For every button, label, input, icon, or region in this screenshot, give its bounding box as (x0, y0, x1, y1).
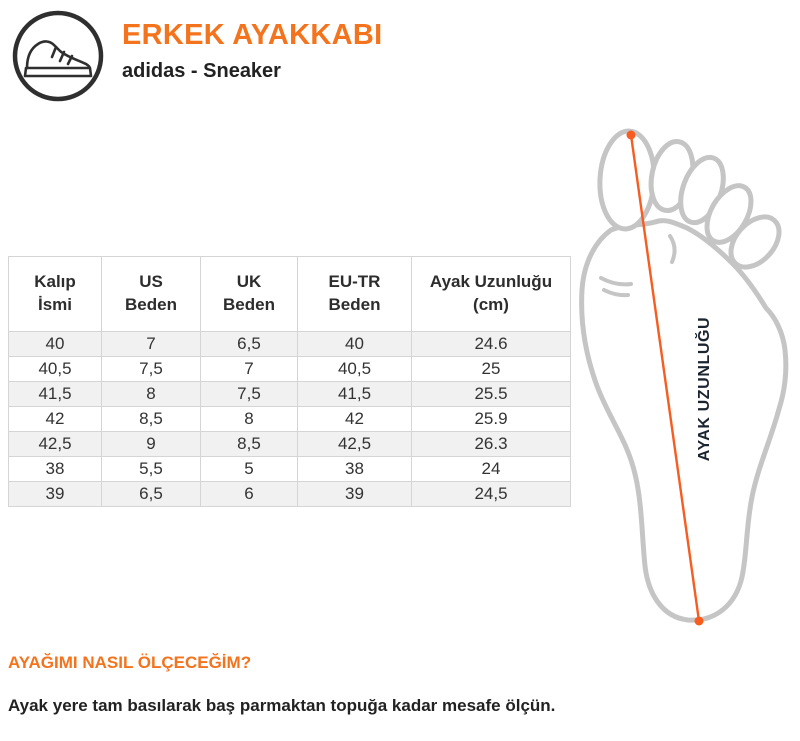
table-cell: 9 (101, 431, 201, 457)
table-cell: 7,5 (200, 381, 298, 407)
foot-sole-outline (579, 218, 789, 623)
measure-heading: AYAĞIMI NASIL ÖLÇECEĞİM? (8, 653, 252, 672)
foot-outline-illustration (579, 128, 789, 626)
table-cell: 6,5 (101, 481, 201, 507)
page-title: ERKEK AYAKKABI (122, 19, 383, 51)
table-cell: 7 (101, 331, 201, 357)
measure-instruction: Ayak yere tam basılarak baş parmaktan to… (8, 696, 556, 715)
table-cell: 7,5 (101, 356, 201, 382)
measurement-line (629, 134, 701, 622)
column-header-length: Ayak Uzunluğu (cm) (411, 256, 571, 332)
table-cell: 40,5 (8, 356, 102, 382)
measurement-endpoint-dot (694, 616, 704, 626)
table-row: 42,5 9 8,5 42,5 26.3 (8, 431, 571, 457)
foot-length-label: AYAK UZUNLUĞU (696, 316, 713, 462)
table-cell: 42 (297, 406, 412, 432)
column-header-us: US Beden (101, 256, 201, 332)
table-header-row: Kalıp İsmi US Beden UK Beden EU-TR Beden… (8, 256, 571, 332)
table-cell: 24 (411, 456, 571, 482)
table-cell: 24,5 (411, 481, 571, 507)
table-cell: 42,5 (297, 431, 412, 457)
table-row: 38 5,5 5 38 24 (8, 456, 571, 482)
table-cell: 7 (200, 356, 298, 382)
table-cell: 8,5 (200, 431, 298, 457)
measurement-endpoint-dot (626, 130, 636, 140)
table-cell: 25 (411, 356, 571, 382)
table-cell: 8 (200, 406, 298, 432)
column-header-eutr: EU-TR Beden (297, 256, 412, 332)
toe-crease (602, 288, 630, 298)
table-cell: 8 (101, 381, 201, 407)
table-cell: 5 (200, 456, 298, 482)
table-cell: 39 (297, 481, 412, 507)
toe-crease (599, 276, 633, 287)
table-cell: 39 (8, 481, 102, 507)
table-row: 39 6,5 6 39 24,5 (8, 481, 571, 507)
table-cell: 25.9 (411, 406, 571, 432)
pinky-toe (728, 214, 782, 270)
table-cell: 38 (297, 456, 412, 482)
table-cell: 24.6 (411, 331, 571, 357)
table-cell: 42 (8, 406, 102, 432)
size-table: Kalıp İsmi US Beden UK Beden EU-TR Beden… (8, 256, 571, 507)
column-header-uk: UK Beden (200, 256, 298, 332)
table-cell: 40,5 (297, 356, 412, 382)
table-cell: 25.5 (411, 381, 571, 407)
page-subtitle: adidas - Sneaker (122, 60, 281, 82)
sneaker-icon (12, 10, 104, 102)
table-cell: 40 (297, 331, 412, 357)
table-row: 41,5 8 7,5 41,5 25.5 (8, 381, 571, 407)
table-row: 42 8,5 8 42 25.9 (8, 406, 571, 432)
table-cell: 6 (200, 481, 298, 507)
table-cell: 41,5 (8, 381, 102, 407)
table-cell: 6,5 (200, 331, 298, 357)
table-row: 40,5 7,5 7 40,5 25 (8, 356, 571, 382)
table-cell: 40 (8, 331, 102, 357)
table-cell: 8,5 (101, 406, 201, 432)
table-cell: 38 (8, 456, 102, 482)
toe-crease (668, 234, 677, 264)
table-row: 40 7 6,5 40 24.6 (8, 331, 571, 357)
table-cell: 26.3 (411, 431, 571, 457)
big-toe (597, 128, 657, 232)
column-header-kalip: Kalıp İsmi (8, 256, 102, 332)
table-cell: 41,5 (297, 381, 412, 407)
table-cell: 42,5 (8, 431, 102, 457)
table-cell: 5,5 (101, 456, 201, 482)
